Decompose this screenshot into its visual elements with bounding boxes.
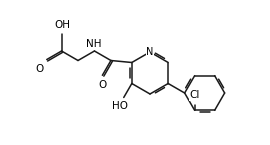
Text: N: N <box>146 47 154 57</box>
Text: NH: NH <box>86 39 101 49</box>
Text: HO: HO <box>112 102 128 112</box>
Text: O: O <box>98 80 106 90</box>
Text: O: O <box>35 64 44 74</box>
Text: OH: OH <box>55 20 70 30</box>
Text: Cl: Cl <box>190 90 200 100</box>
